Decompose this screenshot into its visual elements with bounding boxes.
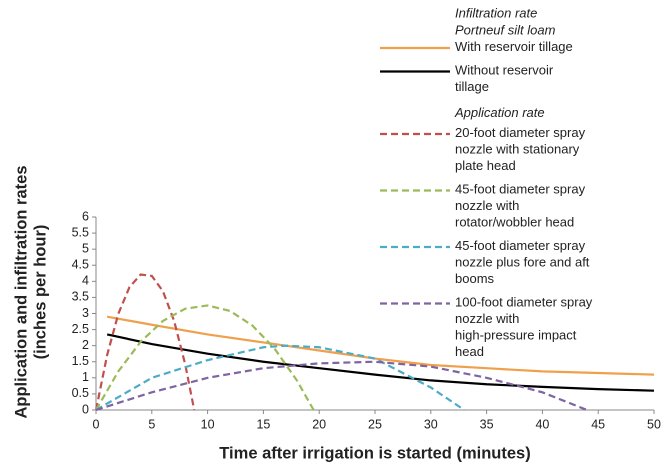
series-line <box>106 315 655 376</box>
legend-label: 20-foot diameter spray nozzle with statio… <box>455 125 586 173</box>
y-tick-label: 3 <box>82 306 89 320</box>
y-tick-label: 1.5 <box>72 354 89 368</box>
y-tick-label: 4 <box>82 274 89 288</box>
x-tick-label: 20 <box>312 417 326 431</box>
y-tick-label: 2.5 <box>72 322 89 336</box>
x-tick-label: 30 <box>424 417 438 431</box>
y-tick-label: 5.5 <box>72 225 89 239</box>
y-tick-label: 5 <box>82 241 89 255</box>
y-tick-label: 4.5 <box>72 258 89 272</box>
x-axis-title: Time after irrigation is started (minute… <box>219 444 530 462</box>
legend-label: With reservoir tillage <box>455 39 573 54</box>
legend-label: Without reservoir tillage <box>455 63 554 95</box>
y-axis-title: Application and infiltration rates (inch… <box>12 165 49 418</box>
y-tick-label: 6 <box>82 209 89 223</box>
x-tick-label: 45 <box>591 417 605 431</box>
series-line <box>95 344 465 411</box>
legend-label: 100-foot diameter spray nozzle with high-p… <box>455 295 593 360</box>
x-tick-label: 0 <box>93 417 100 431</box>
series-line <box>94 273 196 411</box>
legend-label: 45-foot diameter spray nozzle plus fore a… <box>455 238 590 286</box>
x-tick-label: 35 <box>480 417 494 431</box>
x-tick-label: 10 <box>201 417 215 431</box>
y-tick-label: 0.5 <box>72 386 89 400</box>
legend-header: Infiltration rate <box>455 5 537 20</box>
x-tick-label: 25 <box>368 417 382 431</box>
legend-header: Portneuf silt loam <box>455 22 556 37</box>
y-tick-label: 3.5 <box>72 290 89 304</box>
legend-label: 45-foot diameter spray nozzle with rotator… <box>455 182 586 230</box>
series-line <box>106 333 655 392</box>
x-tick-label: 15 <box>256 417 270 431</box>
y-axis-title-line: Application and infiltration rates <box>12 165 30 418</box>
x-tick-label: 5 <box>148 417 155 431</box>
legend-header: Application rate <box>454 105 545 120</box>
y-tick-label: 1 <box>82 370 89 384</box>
series-line <box>95 304 315 411</box>
y-tick-label: 2 <box>82 338 89 352</box>
y-tick-label: 0 <box>82 402 89 416</box>
series-line <box>95 360 588 412</box>
x-tick-label: 40 <box>535 417 549 431</box>
y-axis-title-line: (inches per hour) <box>31 225 49 360</box>
x-tick-label: 50 <box>647 417 661 431</box>
